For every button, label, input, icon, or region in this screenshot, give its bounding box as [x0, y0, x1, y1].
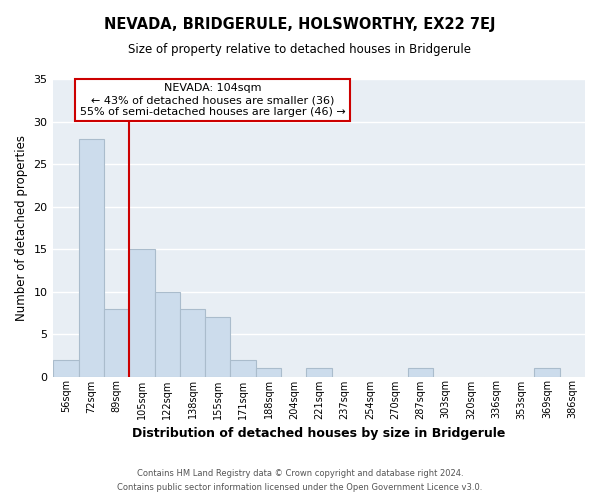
- Bar: [53, 360, 79, 376]
- Bar: [307, 368, 332, 376]
- Text: Contains HM Land Registry data © Crown copyright and database right 2024.: Contains HM Land Registry data © Crown c…: [137, 468, 463, 477]
- Bar: [129, 249, 155, 376]
- Bar: [104, 308, 129, 376]
- Text: NEVADA, BRIDGERULE, HOLSWORTHY, EX22 7EJ: NEVADA, BRIDGERULE, HOLSWORTHY, EX22 7EJ: [104, 18, 496, 32]
- Bar: [408, 368, 433, 376]
- Bar: [79, 138, 104, 376]
- Text: NEVADA: 104sqm
← 43% of detached houses are smaller (36)
55% of semi-detached ho: NEVADA: 104sqm ← 43% of detached houses …: [80, 84, 346, 116]
- X-axis label: Distribution of detached houses by size in Bridgerule: Distribution of detached houses by size …: [133, 427, 506, 440]
- Y-axis label: Number of detached properties: Number of detached properties: [15, 135, 28, 321]
- Text: Contains public sector information licensed under the Open Government Licence v3: Contains public sector information licen…: [118, 484, 482, 492]
- Bar: [155, 292, 180, 376]
- Text: Size of property relative to detached houses in Bridgerule: Size of property relative to detached ho…: [128, 42, 472, 56]
- Bar: [180, 308, 205, 376]
- Bar: [535, 368, 560, 376]
- Bar: [230, 360, 256, 376]
- Bar: [205, 317, 230, 376]
- Bar: [256, 368, 281, 376]
